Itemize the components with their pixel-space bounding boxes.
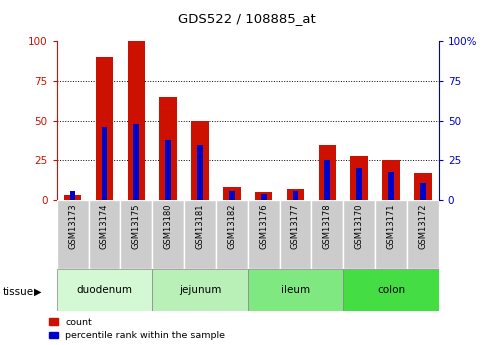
Bar	[70, 190, 75, 200]
Bar	[128, 41, 145, 200]
Bar	[102, 127, 107, 200]
Bar	[407, 200, 439, 269]
Bar	[318, 145, 336, 200]
Bar	[343, 269, 439, 310]
Bar	[356, 168, 362, 200]
Bar	[247, 269, 343, 310]
Bar	[134, 124, 139, 200]
Bar	[152, 269, 247, 310]
Text: GSM13181: GSM13181	[195, 204, 205, 249]
Text: GDS522 / 108885_at: GDS522 / 108885_at	[177, 12, 316, 25]
Bar	[223, 187, 241, 200]
Bar	[152, 200, 184, 269]
Bar	[184, 200, 216, 269]
Bar	[280, 200, 312, 269]
Bar	[216, 200, 247, 269]
Text: GSM13173: GSM13173	[68, 204, 77, 249]
Text: jejunum: jejunum	[179, 285, 221, 295]
Text: GSM13171: GSM13171	[387, 204, 395, 249]
Text: ▶: ▶	[34, 287, 41, 296]
Bar	[312, 200, 343, 269]
Text: GSM13177: GSM13177	[291, 204, 300, 249]
Bar	[64, 195, 81, 200]
Text: GSM13174: GSM13174	[100, 204, 109, 249]
Bar	[261, 194, 267, 200]
Bar	[420, 183, 426, 200]
Bar	[293, 190, 298, 200]
Bar	[229, 190, 235, 200]
Text: GSM13175: GSM13175	[132, 204, 141, 249]
Text: GSM13180: GSM13180	[164, 204, 173, 249]
Text: ileum: ileum	[281, 285, 310, 295]
Bar	[89, 200, 120, 269]
Bar	[96, 57, 113, 200]
Text: tissue: tissue	[2, 287, 34, 296]
Bar	[287, 189, 304, 200]
Text: GSM13182: GSM13182	[227, 204, 236, 249]
Bar	[414, 173, 431, 200]
Bar	[159, 97, 177, 200]
Bar	[343, 200, 375, 269]
Text: duodenum: duodenum	[76, 285, 133, 295]
Bar	[197, 145, 203, 200]
Bar	[382, 160, 400, 200]
Bar	[120, 200, 152, 269]
Bar	[388, 171, 394, 200]
Bar	[375, 200, 407, 269]
Bar	[247, 200, 280, 269]
Bar	[255, 192, 273, 200]
Legend: count, percentile rank within the sample: count, percentile rank within the sample	[49, 317, 225, 340]
Bar	[351, 156, 368, 200]
Text: colon: colon	[377, 285, 405, 295]
Bar	[165, 140, 171, 200]
Text: GSM13178: GSM13178	[323, 204, 332, 249]
Bar	[191, 121, 209, 200]
Bar	[324, 160, 330, 200]
Text: GSM13176: GSM13176	[259, 204, 268, 249]
Bar	[57, 200, 89, 269]
Bar	[57, 269, 152, 310]
Text: GSM13172: GSM13172	[419, 204, 427, 249]
Text: GSM13170: GSM13170	[354, 204, 364, 249]
